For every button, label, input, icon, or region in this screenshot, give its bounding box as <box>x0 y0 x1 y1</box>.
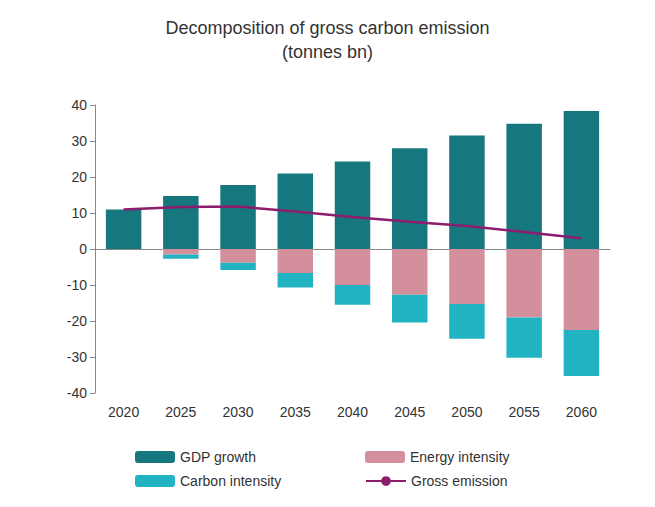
svg-text:Decomposition of gross carbon: Decomposition of gross carbon emission <box>165 18 489 38</box>
svg-text:Carbon intensity: Carbon intensity <box>180 473 281 489</box>
svg-text:-30: -30 <box>67 349 87 365</box>
svg-text:2030: 2030 <box>222 404 253 420</box>
svg-text:-10: -10 <box>67 277 87 293</box>
svg-text:2040: 2040 <box>337 404 368 420</box>
svg-text:2025: 2025 <box>165 404 196 420</box>
svg-text:20: 20 <box>71 169 87 185</box>
svg-text:-40: -40 <box>67 385 87 401</box>
svg-text:2035: 2035 <box>280 404 311 420</box>
svg-text:2045: 2045 <box>394 404 425 420</box>
svg-text:(tonnes bn): (tonnes bn) <box>282 42 373 62</box>
svg-text:0: 0 <box>79 241 87 257</box>
svg-text:2060: 2060 <box>566 404 597 420</box>
svg-text:GDP growth: GDP growth <box>180 449 256 465</box>
svg-text:2020: 2020 <box>108 404 139 420</box>
svg-text:10: 10 <box>71 205 87 221</box>
svg-text:40: 40 <box>71 97 87 113</box>
svg-text:30: 30 <box>71 133 87 149</box>
svg-text:Gross emission: Gross emission <box>411 473 507 489</box>
svg-text:Energy intensity: Energy intensity <box>410 449 510 465</box>
svg-text:2055: 2055 <box>509 404 540 420</box>
svg-text:2050: 2050 <box>451 404 482 420</box>
svg-text:-20: -20 <box>67 313 87 329</box>
